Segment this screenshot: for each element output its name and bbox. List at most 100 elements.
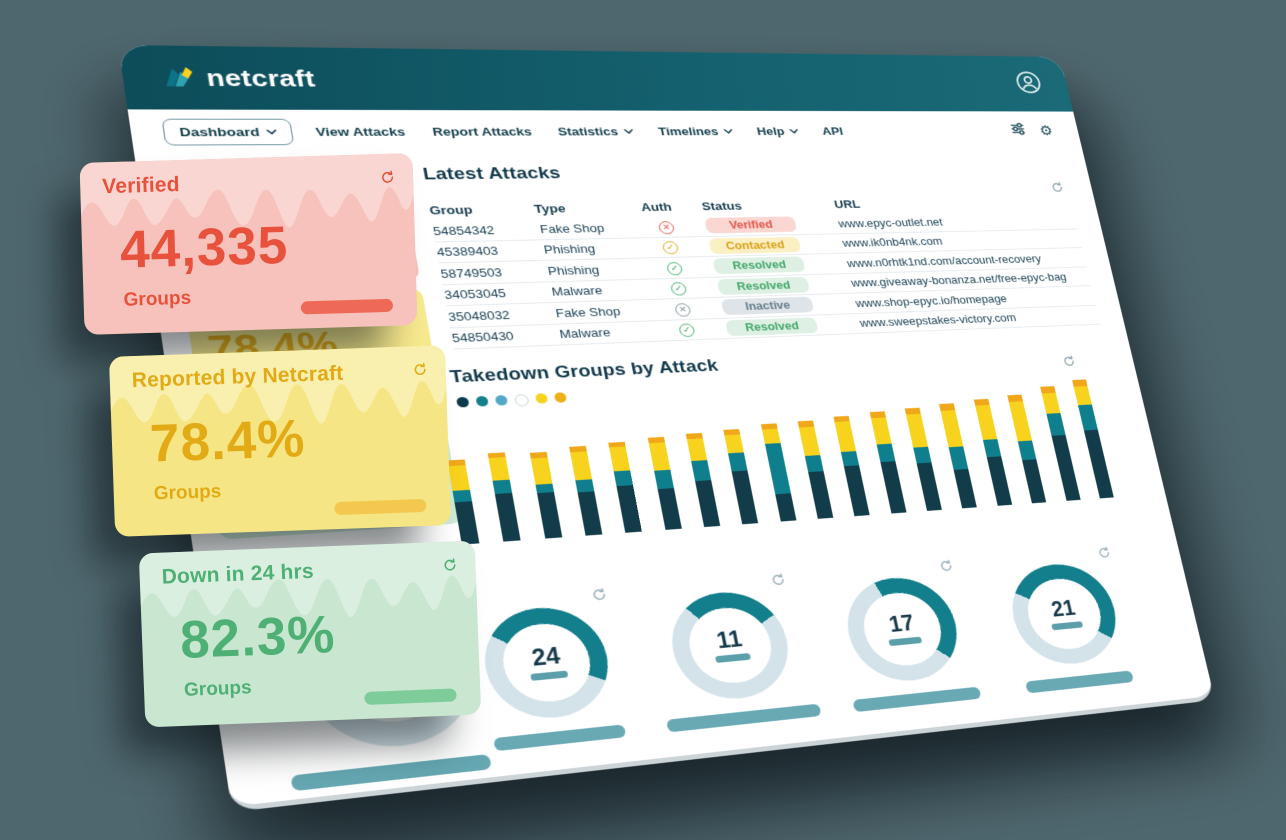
nav-item-report-attacks[interactable]: Report Attacks <box>431 125 532 138</box>
gear-icon[interactable]: ⚙ <box>1037 122 1055 138</box>
stacked-bar[interactable] <box>1071 379 1114 499</box>
nav-item-view-attacks[interactable]: View Attacks <box>315 125 406 139</box>
donut-chart: 11 <box>662 587 798 705</box>
bar-segment-yellow <box>940 410 964 448</box>
bar-segment-yellow <box>686 438 708 462</box>
chevron-down-icon <box>265 125 277 139</box>
nav-item-timelines[interactable]: Timelines <box>657 125 734 138</box>
nav-item-label: Help <box>755 124 786 138</box>
bar-segment-dark-teal <box>954 468 978 509</box>
stacked-bar[interactable] <box>760 423 797 522</box>
stacked-bar[interactable] <box>1007 394 1047 504</box>
nav-item-label: API <box>820 124 844 137</box>
refresh-icon[interactable] <box>769 572 787 587</box>
stacked-bar[interactable] <box>608 441 643 533</box>
cell-type: Malware <box>550 283 604 299</box>
stacked-bar[interactable] <box>833 415 871 517</box>
bar-segment-teal <box>1077 404 1098 431</box>
bar-segment-yellow <box>448 465 470 491</box>
stat-card-title: Verified <box>101 173 181 199</box>
bar-segment-teal <box>492 479 513 494</box>
nav-item-api[interactable]: API <box>821 125 844 137</box>
cell-type: Fake Shop <box>554 304 622 320</box>
refresh-icon[interactable] <box>1061 355 1077 368</box>
wave-decoration <box>138 540 477 617</box>
bar-segment-dark-teal <box>732 470 759 525</box>
stacked-bar[interactable] <box>939 403 978 509</box>
cell-group: 58749503 <box>439 265 504 281</box>
latest-attacks-title: Latest Attacks <box>421 164 562 184</box>
chevron-down-icon <box>722 125 733 138</box>
stacked-bar[interactable] <box>869 411 907 514</box>
column-header-group: Group <box>428 202 474 217</box>
bar-segment-teal <box>728 452 748 472</box>
refresh-icon[interactable] <box>1096 546 1112 560</box>
bar-segment-dark-teal <box>774 493 797 522</box>
column-header-url: URL <box>832 197 862 211</box>
refresh-icon[interactable] <box>412 362 428 378</box>
donut-value: 24 <box>529 642 563 671</box>
netcraft-logo[interactable]: netcraft <box>160 63 317 92</box>
stat-card-value: 44,335 <box>119 215 290 280</box>
nav-item-label: Statistics <box>556 124 620 138</box>
auth-check-icon: ✓ <box>665 261 684 276</box>
bar-segment-yellow <box>870 417 892 445</box>
nav-item-dashboard[interactable]: Dashboard <box>161 118 294 146</box>
cell-type: Phishing <box>542 242 597 257</box>
large-donut-caption-bar <box>290 753 492 792</box>
wave-decoration <box>79 153 414 228</box>
filter-sliders-icon[interactable] <box>1008 121 1029 139</box>
account-icon[interactable] <box>1013 70 1045 98</box>
cell-url[interactable]: www.ik0nb4nk.com <box>841 234 944 250</box>
status-badge: Contacted <box>708 236 802 254</box>
stacked-bar[interactable] <box>685 432 721 528</box>
donut-value: 21 <box>1049 596 1078 622</box>
stacked-bar[interactable] <box>1039 386 1081 501</box>
bar-segment-teal <box>1045 413 1066 436</box>
bar-segment-dark-teal <box>495 492 521 542</box>
donut-chart: 21 <box>1002 560 1126 669</box>
stat-card-unit: Groups <box>183 677 252 701</box>
bar-segment-dark-teal <box>1051 435 1081 501</box>
donut-value-underline <box>1051 621 1084 631</box>
stacked-bar[interactable] <box>488 452 521 542</box>
stacked-bar[interactable] <box>569 445 603 536</box>
stacked-bar[interactable] <box>973 398 1013 506</box>
donut-value-underline <box>715 653 751 663</box>
cell-group: 54854342 <box>431 223 496 238</box>
bar-segment-teal <box>982 439 1002 458</box>
stacked-bar[interactable] <box>529 451 562 539</box>
bar-segment-yellow <box>570 451 593 481</box>
nav-items: Dashboard View Attacks Report Attacks Stati… <box>161 118 869 146</box>
cell-url[interactable]: www.n0rhtk1nd.com/account-recovery <box>845 252 1043 270</box>
refresh-icon[interactable] <box>590 587 608 603</box>
bar-segment-teal <box>949 446 969 470</box>
stacked-bar[interactable] <box>904 407 942 511</box>
bar-segment-teal <box>876 443 896 463</box>
cell-url[interactable]: www.sweepstakes-victory.com <box>858 311 1018 330</box>
auth-check-icon: ✓ <box>661 241 680 255</box>
cell-group: 54850430 <box>450 329 515 346</box>
donut-chart: 17 <box>838 573 967 686</box>
bar-segment-dark-teal <box>844 465 871 517</box>
stacked-bar[interactable] <box>797 420 834 519</box>
bar-segment-dark-teal <box>986 456 1013 506</box>
nav-item-help[interactable]: Help <box>755 124 799 138</box>
nav-item-statistics[interactable]: Statistics <box>557 125 634 138</box>
refresh-icon[interactable] <box>938 559 955 574</box>
auth-cross-icon: ✕ <box>674 302 692 317</box>
bar-segment-teal <box>804 455 824 473</box>
column-header-type: Type <box>532 201 567 216</box>
cell-url[interactable]: www.epyc-outlet.net <box>837 215 944 230</box>
refresh-icon[interactable] <box>380 170 395 185</box>
bar-segment-yellow <box>648 442 671 471</box>
bar-segment-yellow <box>724 434 745 454</box>
refresh-icon[interactable] <box>442 557 458 573</box>
stat-card-unit: Groups <box>123 287 192 311</box>
bar-segment-yellow <box>798 426 821 457</box>
donut-card: 24 <box>452 586 645 768</box>
bar-segment-dark-teal <box>577 491 603 536</box>
nav-item-label: Report Attacks <box>431 124 533 138</box>
stacked-bar[interactable] <box>723 429 759 525</box>
stacked-bar[interactable] <box>647 436 682 530</box>
